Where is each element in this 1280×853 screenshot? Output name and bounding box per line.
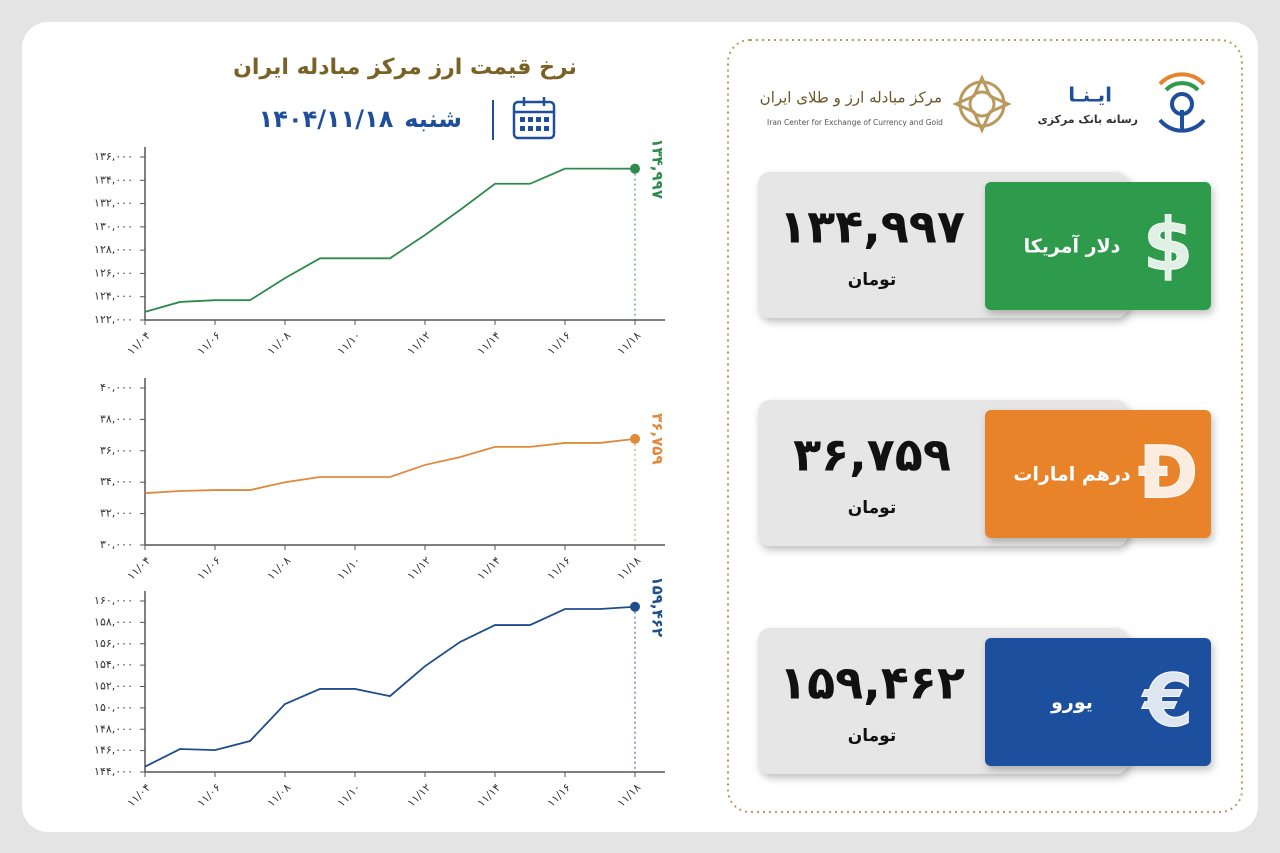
currency-name: یورو <box>1050 692 1093 714</box>
card-badge <box>985 182 1211 310</box>
y-tick-label: ۱۲۲,۰۰۰ <box>94 313 133 326</box>
y-tick-label: ۱۴۶,۰۰۰ <box>94 744 133 757</box>
y-tick-label: ۱۵۴,۰۰۰ <box>94 658 133 671</box>
calendar-icon <box>512 97 556 140</box>
y-tick-label: ۳۴,۰۰۰ <box>100 475 133 488</box>
card-frame <box>727 39 1243 813</box>
y-tick-label: ۱۵۸,۰۰۰ <box>94 615 133 628</box>
card-badge <box>985 638 1211 766</box>
price-line <box>144 437 636 495</box>
value-label: ۱۵۹,۴۶۲ <box>649 576 667 637</box>
y-tick-label: ۳۶,۰۰۰ <box>100 444 133 457</box>
y-tick-label: ۱۳۶,۰۰۰ <box>94 150 133 163</box>
currency-name: درهم امارات <box>1013 464 1131 486</box>
y-tick-label: ۱۲۸,۰۰۰ <box>94 243 133 256</box>
y-tick-label: ۱۲۶,۰۰۰ <box>94 266 133 279</box>
center-logo: مرکز مبادله ارز و طلای ایران <box>760 89 942 107</box>
price-line <box>144 167 636 313</box>
center-logo-en: Iran Center for Exchange of Currency and… <box>767 118 943 127</box>
last-point <box>630 601 640 612</box>
ina-icon <box>1158 72 1206 133</box>
rate-value: ۱۳۴,۹۹۷ <box>779 200 965 254</box>
y-tick-label: ۱۴۴,۰۰۰ <box>94 765 133 778</box>
center-icon <box>952 74 1012 134</box>
y-tick-label: ۳۲,۰۰۰ <box>100 507 133 520</box>
y-tick-label: ۱۵۲,۰۰۰ <box>94 680 133 693</box>
rate-unit: تومان <box>848 498 896 518</box>
last-point <box>630 163 640 174</box>
rate-value: ۳۶,۷۵۹ <box>793 428 951 482</box>
value-label: ۱۳۴,۹۹۷ <box>649 138 667 199</box>
y-tick-label: ۴۰,۰۰۰ <box>100 381 133 394</box>
rate-unit: تومان <box>848 726 896 746</box>
y-tick-label: ۱۵۰,۰۰۰ <box>94 701 133 714</box>
currency-symbol: Đ <box>1138 431 1198 515</box>
y-tick-label: ۱۳۲,۰۰۰ <box>94 197 133 210</box>
y-tick-label: ۳۸,۰۰۰ <box>100 412 133 425</box>
y-tick-label: ۱۴۸,۰۰۰ <box>94 722 133 735</box>
currency-symbol: € <box>1141 659 1193 743</box>
rate-value: ۱۵۹,۴۶۲ <box>779 656 965 710</box>
y-tick-label: ۱۵۶,۰۰۰ <box>94 637 133 650</box>
price-line <box>144 605 636 768</box>
value-label: ۳۶,۷۵۹ <box>649 413 667 464</box>
weekday: شنبه <box>404 105 462 133</box>
date: ۱۴۰۴/۱۱/۱۸ <box>259 105 394 133</box>
rate-unit: تومان <box>848 270 896 290</box>
ina-logo: ایـنـا <box>1068 83 1112 107</box>
y-tick-label: ۱۳۰,۰۰۰ <box>94 220 133 233</box>
title: نرخ قیمت ارز مرکز مبادله ایران <box>233 55 577 80</box>
ina-subtitle: رسانه بانک مرکزی <box>1038 113 1138 126</box>
last-point <box>630 433 640 444</box>
currency-symbol: $ <box>1143 203 1193 287</box>
y-tick-label: ۱۶۰,۰۰۰ <box>94 594 133 607</box>
y-tick-label: ۳۰,۰۰۰ <box>100 538 133 551</box>
y-tick-label: ۱۳۴,۰۰۰ <box>94 173 133 186</box>
card-badge <box>985 410 1211 538</box>
y-tick-label: ۱۲۴,۰۰۰ <box>94 290 133 303</box>
currency-name: دلار آمریکا <box>1024 234 1121 258</box>
